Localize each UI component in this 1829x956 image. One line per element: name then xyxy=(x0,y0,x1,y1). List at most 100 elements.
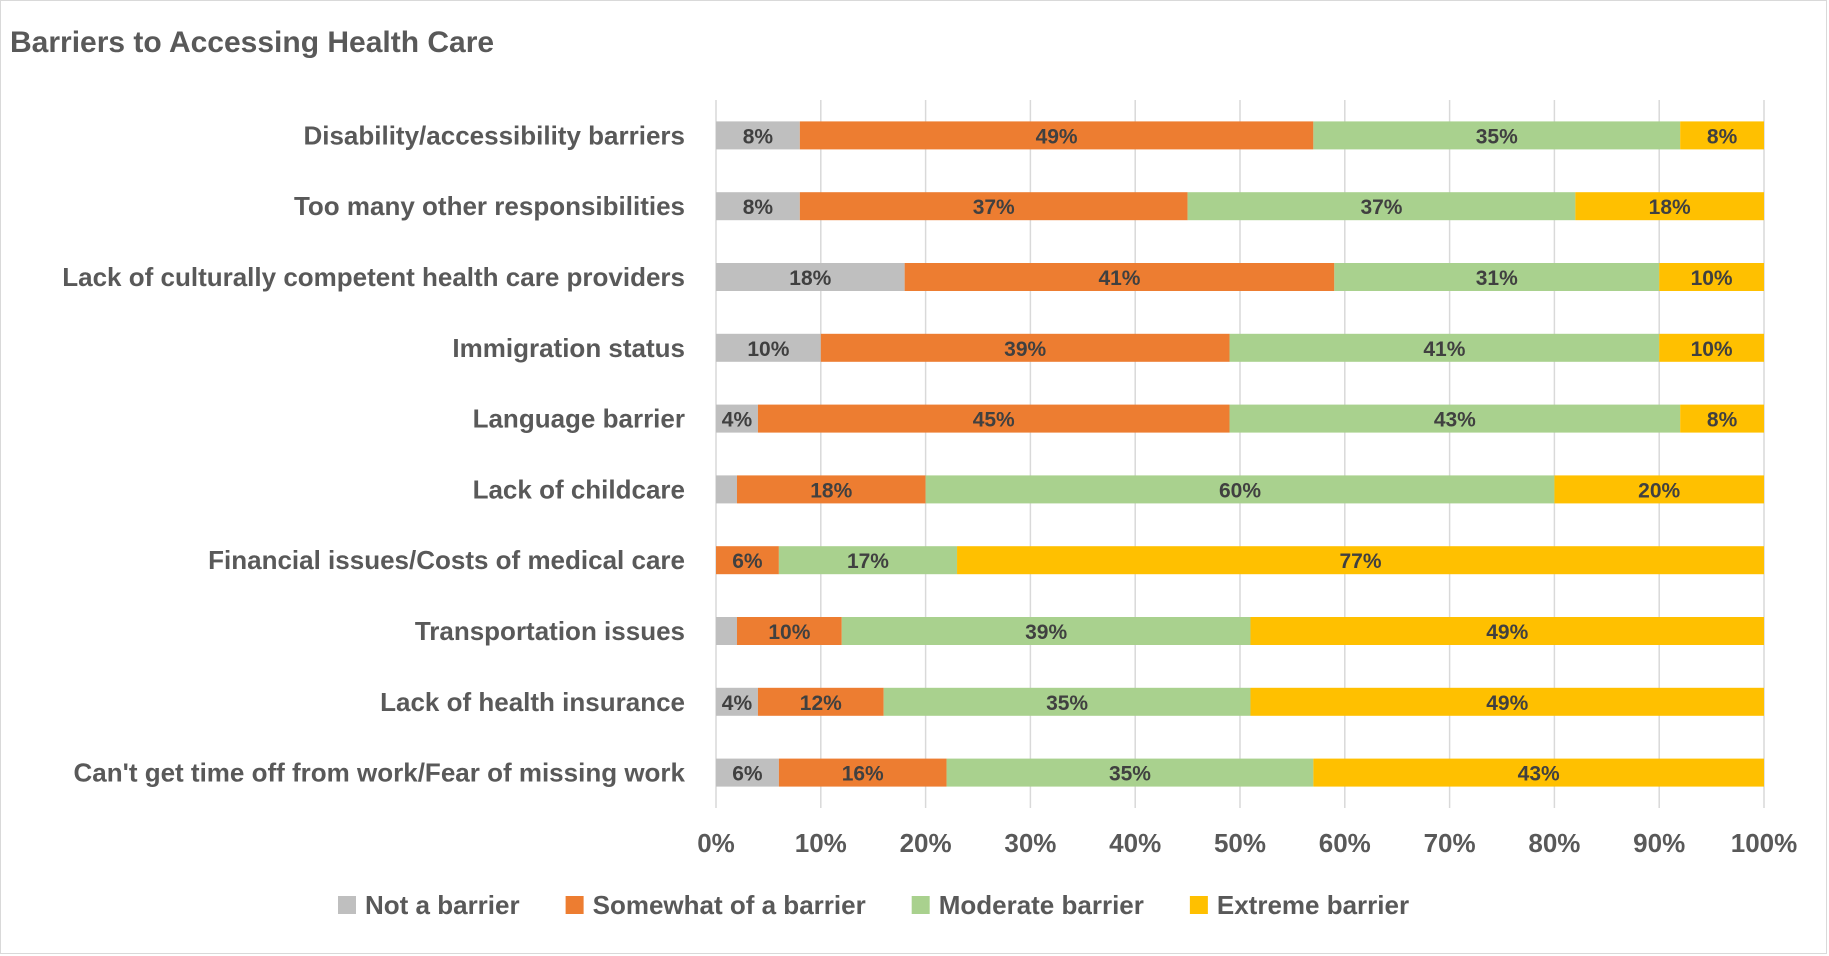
bar-segment xyxy=(1680,404,1764,433)
bar-segment xyxy=(778,546,958,575)
bar-segment xyxy=(904,263,1335,291)
bar-segment xyxy=(716,263,905,291)
category-label: Lack of childcare xyxy=(473,474,685,504)
legend-label: Not a barrier xyxy=(365,890,520,920)
bar-segment xyxy=(716,687,758,716)
bar-segment xyxy=(778,758,947,787)
bar-segment xyxy=(716,546,779,575)
chart-title: Barriers to Accessing Health Care xyxy=(10,26,495,59)
bar-segment xyxy=(716,475,737,504)
legend-label: Moderate barrier xyxy=(939,890,1144,920)
data-label: 37% xyxy=(1360,196,1402,219)
data-label: 18% xyxy=(789,267,831,290)
data-label: 39% xyxy=(1004,338,1046,361)
bar-segment xyxy=(716,404,758,433)
bar-segment xyxy=(1229,333,1660,362)
data-label: 12% xyxy=(800,692,842,715)
x-tick-label: 20% xyxy=(900,828,952,858)
bar-segment xyxy=(1575,192,1764,221)
legend-swatch xyxy=(911,896,930,914)
bar-segment xyxy=(946,758,1314,787)
x-tick-label: 80% xyxy=(1528,828,1580,858)
data-label: 43% xyxy=(1518,763,1560,786)
bar-segment xyxy=(799,192,1188,221)
data-label: 8% xyxy=(743,125,774,148)
legend-swatch xyxy=(565,896,584,914)
bar-segment xyxy=(957,546,1764,575)
data-label: 39% xyxy=(1025,621,1067,644)
data-label: 10% xyxy=(1691,267,1733,290)
x-tick-label: 40% xyxy=(1109,828,1161,858)
bar-segment xyxy=(736,475,926,504)
legend-label: Somewhat of a barrier xyxy=(593,890,866,920)
data-label: 6% xyxy=(732,550,763,573)
bar-segment xyxy=(1250,687,1764,716)
bar-segment xyxy=(1554,475,1764,504)
category-label: Immigration status xyxy=(452,333,685,363)
data-label: 10% xyxy=(768,621,810,644)
data-label: 4% xyxy=(722,409,753,432)
bar-segment xyxy=(716,333,821,362)
bar-segment xyxy=(1250,617,1764,645)
category-label: Lack of culturally competent health care… xyxy=(62,262,685,292)
category-label: Financial issues/Costs of medical care xyxy=(208,545,685,575)
bar-segment xyxy=(716,617,737,645)
data-label: 10% xyxy=(1691,338,1733,361)
bar-segment xyxy=(1659,263,1764,291)
data-label: 60% xyxy=(1219,479,1261,502)
bar-segment xyxy=(1334,263,1660,291)
legend-swatch xyxy=(1189,896,1208,914)
bar-segment xyxy=(1187,192,1576,221)
data-label: 18% xyxy=(810,479,852,502)
data-label: 49% xyxy=(1486,692,1528,715)
bar-segment xyxy=(925,475,1555,504)
data-label: 49% xyxy=(1486,621,1528,644)
data-label: 4% xyxy=(722,692,753,715)
data-label: 41% xyxy=(1423,338,1465,361)
x-tick-label: 60% xyxy=(1319,828,1371,858)
bar-segment xyxy=(820,333,1230,362)
data-label: 6% xyxy=(732,763,763,786)
category-label: Too many other responsibilities xyxy=(294,191,685,221)
bar-segment xyxy=(716,192,800,221)
bar-segment xyxy=(1313,121,1681,150)
category-label: Language barrier xyxy=(473,404,685,434)
data-label: 45% xyxy=(973,409,1015,432)
bar-segment xyxy=(757,404,1230,433)
data-label: 20% xyxy=(1638,479,1680,502)
bar-segment xyxy=(1313,758,1764,787)
x-tick-label: 100% xyxy=(1731,828,1798,858)
data-label: 35% xyxy=(1476,125,1518,148)
data-label: 31% xyxy=(1476,267,1518,290)
data-label: 77% xyxy=(1340,550,1382,573)
x-tick-label: 0% xyxy=(697,828,735,858)
data-label: 43% xyxy=(1434,409,1476,432)
data-label: 10% xyxy=(747,338,789,361)
data-label: 18% xyxy=(1649,196,1691,219)
bar-segment xyxy=(841,617,1251,645)
data-label: 8% xyxy=(1707,409,1738,432)
data-label: 35% xyxy=(1109,763,1151,786)
data-label: 35% xyxy=(1046,692,1088,715)
legend-swatch xyxy=(338,896,356,914)
x-tick-label: 30% xyxy=(1004,828,1056,858)
data-label: 8% xyxy=(1707,125,1738,148)
category-label: Can't get time off from work/Fear of mis… xyxy=(74,758,686,788)
data-label: 16% xyxy=(842,763,884,786)
x-tick-label: 90% xyxy=(1633,828,1685,858)
data-label: 41% xyxy=(1098,267,1140,290)
data-label: 49% xyxy=(1036,125,1078,148)
category-label: Disability/accessibility barriers xyxy=(303,120,685,150)
bar-segment xyxy=(1680,121,1764,150)
bar-segment xyxy=(736,617,842,645)
data-label: 8% xyxy=(743,196,774,219)
category-label: Transportation issues xyxy=(415,616,685,646)
data-label: 37% xyxy=(973,196,1015,219)
x-tick-label: 70% xyxy=(1424,828,1476,858)
bar-segment xyxy=(799,121,1314,150)
category-label: Lack of health insurance xyxy=(380,687,685,717)
bar-segment xyxy=(716,758,779,787)
bar-segment xyxy=(1659,333,1764,362)
